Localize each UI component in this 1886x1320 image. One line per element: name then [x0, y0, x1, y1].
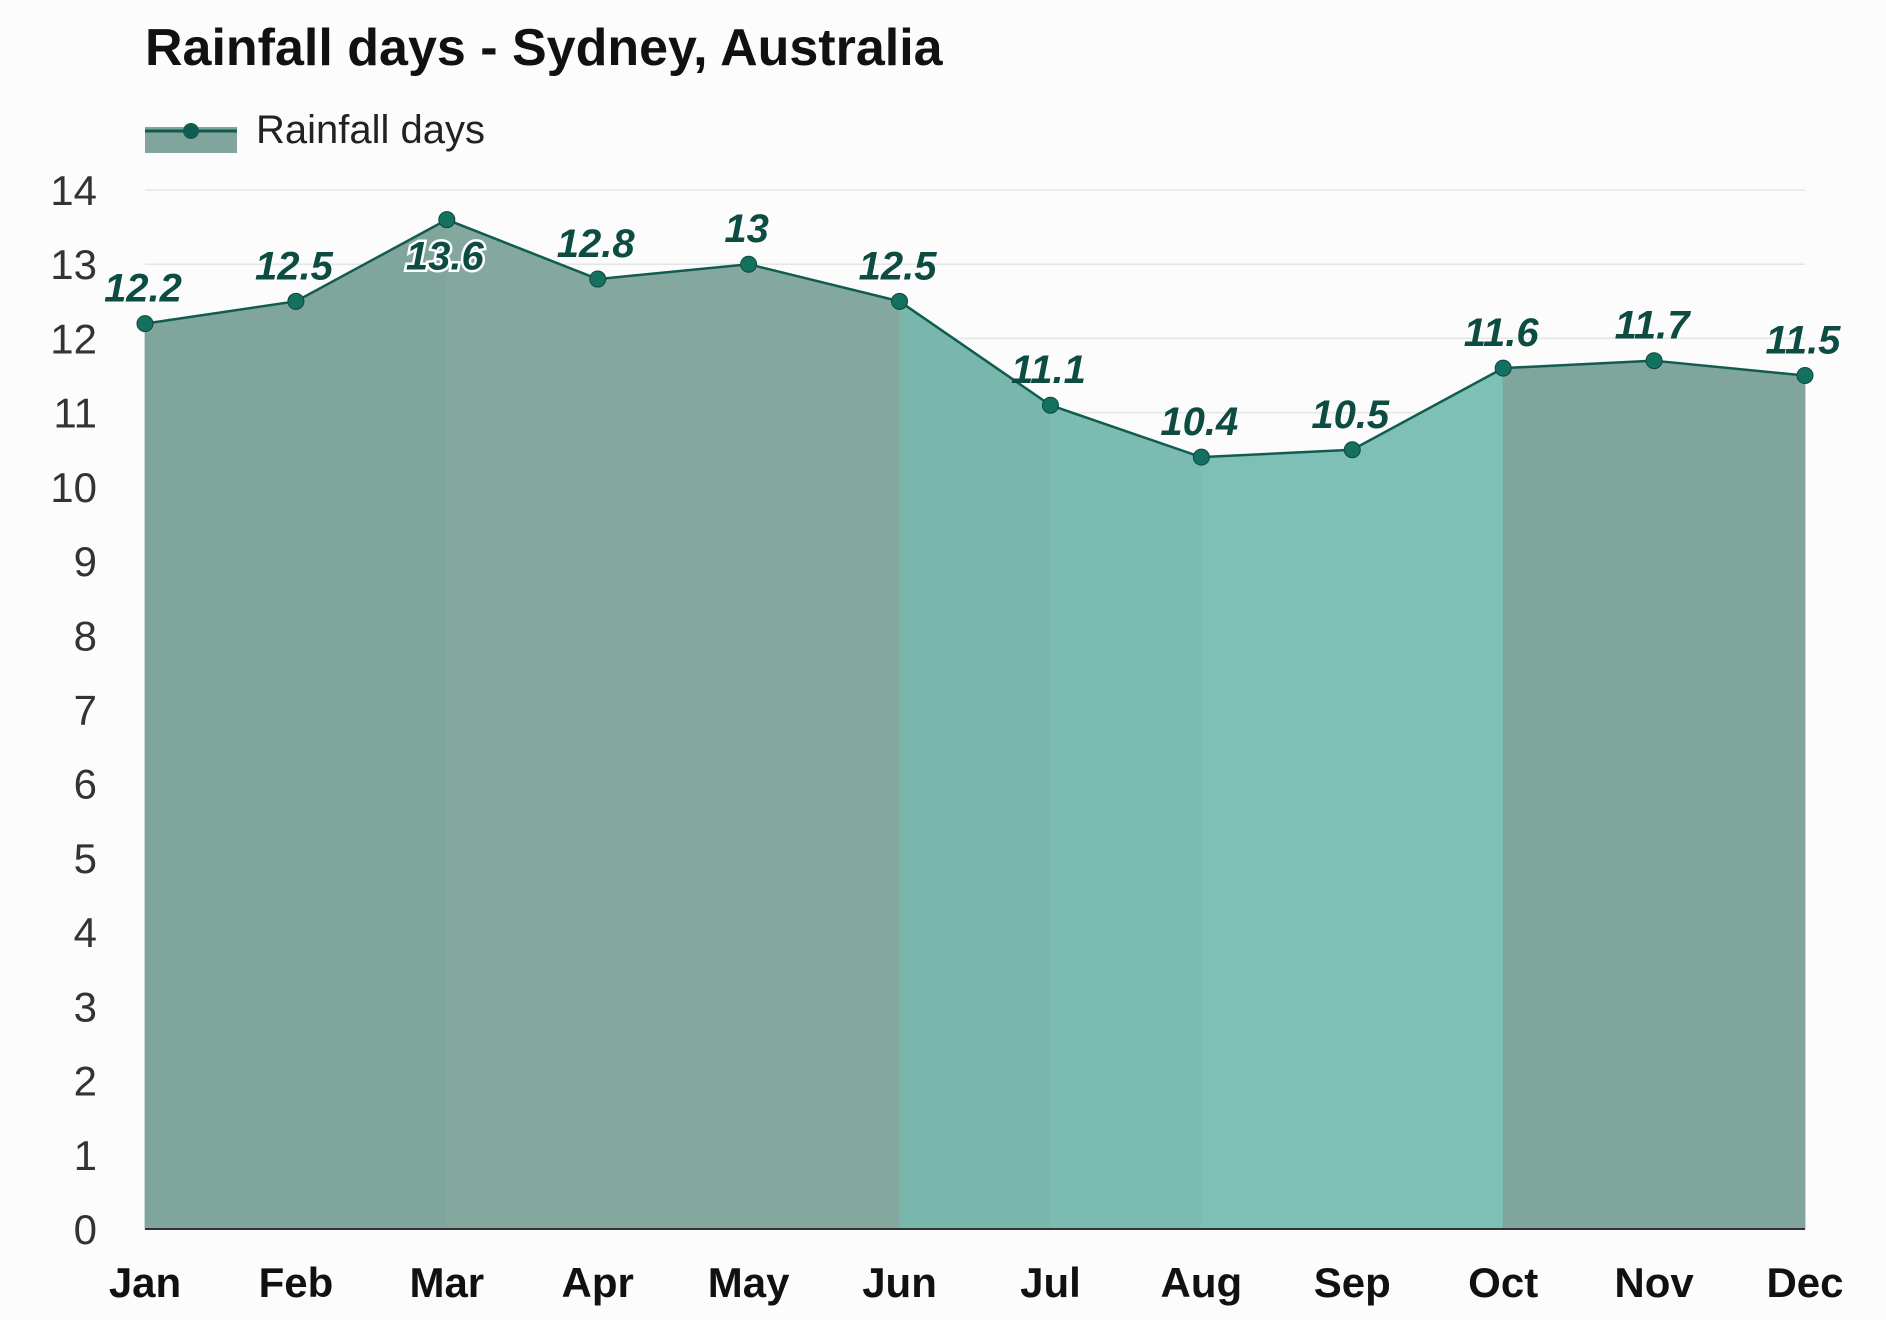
data-point-dec	[1796, 367, 1814, 385]
chart-title: Rainfall days - Sydney, Australia	[145, 19, 944, 77]
x-tick-label-feb: Feb	[259, 1259, 334, 1306]
x-tick-label-dec: Dec	[1766, 1259, 1843, 1306]
data-point-feb	[287, 292, 305, 310]
x-tick-label-jul: Jul	[1020, 1259, 1081, 1306]
area-segment-mar	[446, 219, 599, 1230]
y-tick-label-12: 12	[50, 315, 97, 362]
y-tick-label-0: 0	[74, 1206, 97, 1253]
y-tick-label-4: 4	[74, 909, 97, 956]
x-tick-label-nov: Nov	[1614, 1259, 1694, 1306]
x-tick-label-mar: Mar	[409, 1259, 484, 1306]
data-point-mar	[438, 211, 456, 229]
data-point-aug	[1192, 448, 1210, 466]
series-line	[144, 218, 1806, 459]
area-segment-apr	[597, 263, 750, 1230]
x-tick-label-apr: Apr	[562, 1259, 634, 1306]
y-tick-label-14: 14	[50, 167, 97, 214]
y-tick-label-3: 3	[74, 983, 97, 1030]
area-segment-may	[748, 263, 900, 1230]
area-segment-aug	[1200, 449, 1353, 1230]
y-tick-label-13: 13	[50, 241, 97, 288]
data-point-jun	[891, 292, 909, 310]
area-segment-jan	[144, 300, 297, 1230]
x-tick-label-jun: Jun	[862, 1259, 937, 1306]
data-label-dec: 11.5	[1766, 319, 1842, 363]
area-segment-oct	[1502, 360, 1655, 1230]
legend-marker	[183, 123, 199, 139]
data-label-aug: 10.4	[1160, 400, 1238, 444]
data-label-feb: 12.5	[255, 244, 334, 288]
data-label-jul: 11.1	[1011, 348, 1086, 392]
y-tick-label-8: 8	[74, 612, 97, 659]
data-label-nov: 11.7	[1615, 304, 1692, 348]
data-point-nov	[1645, 352, 1663, 370]
data-point-jul	[1041, 396, 1059, 414]
data-label-apr: 12.8	[557, 222, 636, 266]
x-tick-label-aug: Aug	[1161, 1259, 1243, 1306]
y-tick-label-11: 11	[53, 390, 97, 437]
data-label-jun: 12.5	[859, 244, 938, 288]
y-tick-label-6: 6	[74, 761, 97, 808]
area-fill	[144, 219, 1806, 1230]
data-point-oct	[1494, 359, 1512, 377]
data-markers	[136, 211, 1814, 466]
area-segment-sep	[1351, 367, 1504, 1230]
x-tick-label-jan: Jan	[109, 1259, 181, 1306]
data-label-oct: 11.6	[1464, 311, 1540, 355]
y-tick-label-5: 5	[74, 835, 97, 882]
data-label-mar: 13.6	[406, 235, 485, 279]
area-segment-feb	[295, 219, 448, 1230]
data-labels: 12.2 12.5 13.6 12.8 13 12.5 11.1 10.4 10.5 11.6 11…	[104, 207, 1841, 444]
data-point-jan	[136, 315, 154, 333]
area-segment-nov	[1653, 360, 1806, 1230]
x-tick-label-oct: Oct	[1468, 1259, 1538, 1306]
y-tick-label-1: 1	[74, 1132, 97, 1179]
data-label-jan: 12.2	[104, 267, 182, 311]
x-axis: Jan Feb Mar Apr May Jun Jul Aug Sep Oct Nov Dec	[109, 1259, 1844, 1306]
area-segment-jul	[1050, 404, 1202, 1230]
legend-label: Rainfall days	[256, 108, 485, 152]
y-tick-label-9: 9	[74, 538, 97, 585]
data-point-apr	[589, 270, 607, 288]
series-line-rainfall-days	[144, 218, 1806, 459]
y-tick-label-2: 2	[74, 1058, 97, 1105]
y-tick-label-10: 10	[50, 464, 97, 511]
data-point-may	[740, 255, 758, 273]
y-tick-label-7: 7	[74, 687, 97, 734]
data-point-sep	[1343, 441, 1361, 459]
x-tick-label-may: May	[708, 1259, 790, 1306]
data-label-sep: 10.5	[1311, 393, 1390, 437]
data-label-may: 13	[724, 207, 769, 251]
legend: Rainfall days	[145, 108, 485, 153]
x-tick-label-sep: Sep	[1314, 1259, 1391, 1306]
area-segment-jun	[899, 300, 1051, 1230]
